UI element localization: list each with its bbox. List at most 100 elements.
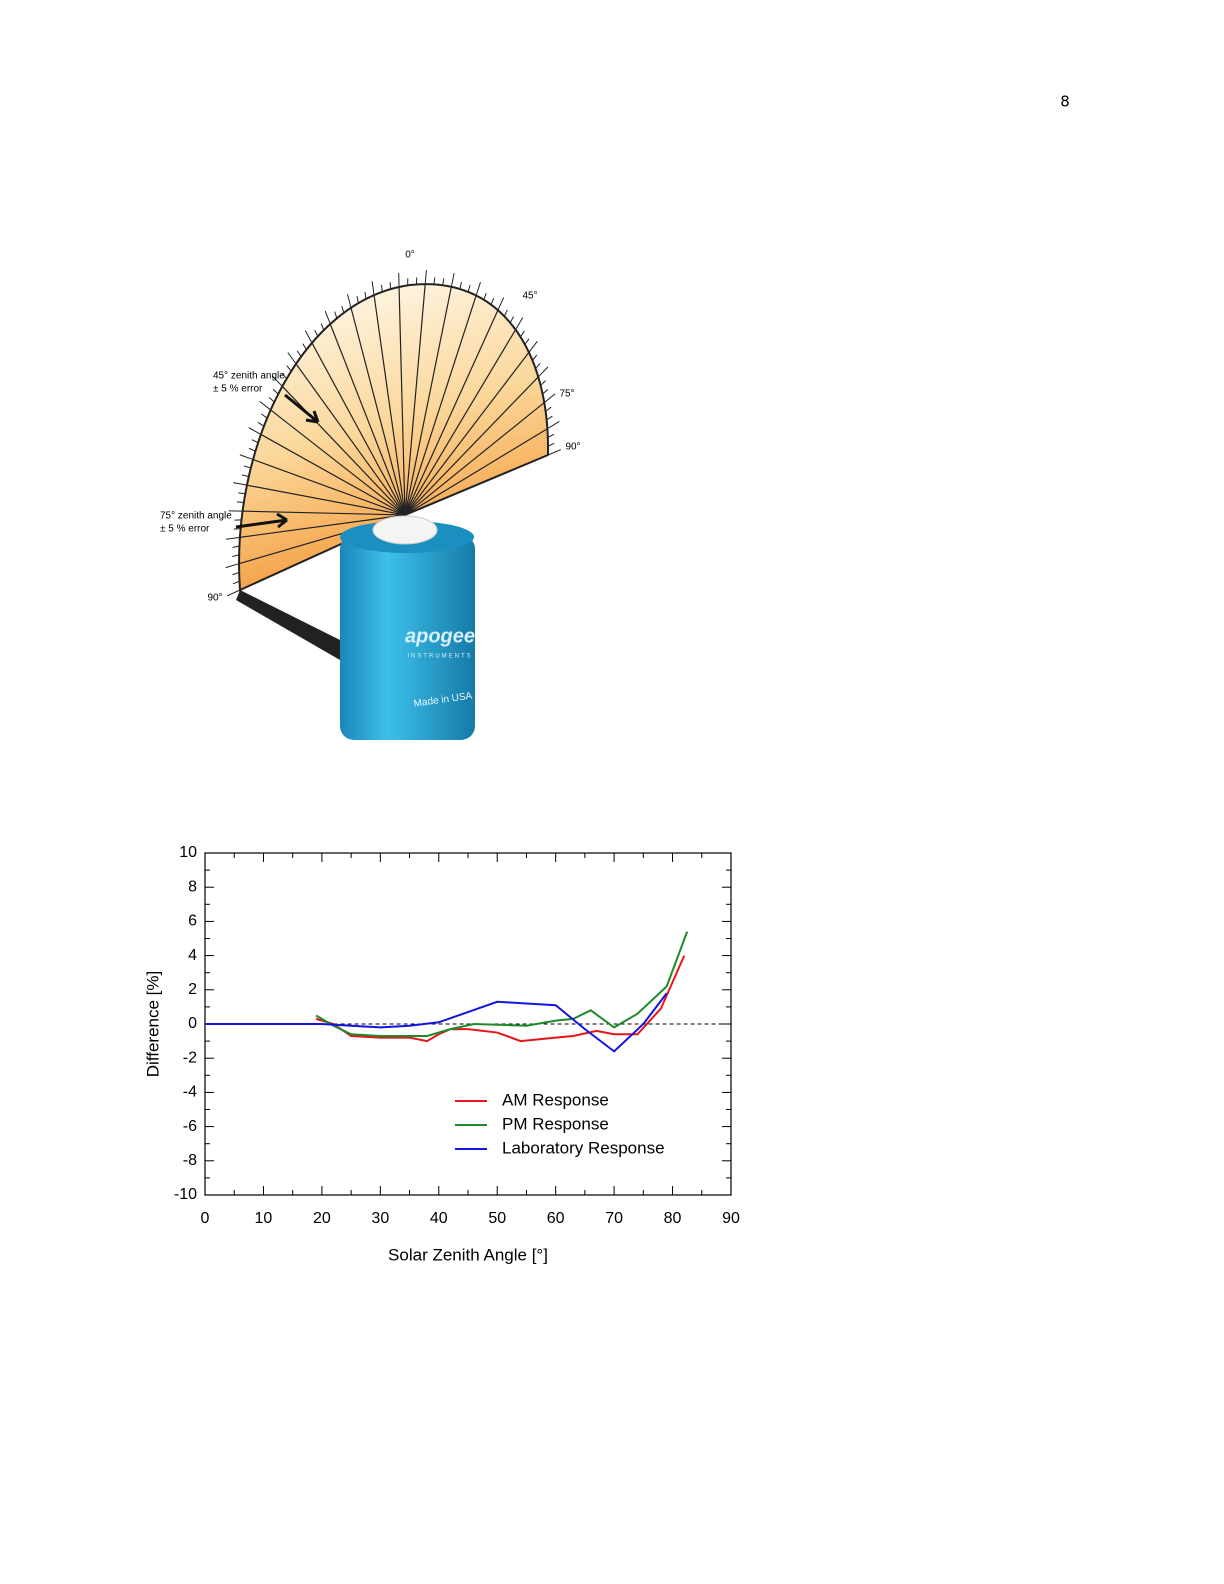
scale-tick [233, 528, 241, 530]
scale-tick [261, 413, 268, 419]
scale-tick [320, 323, 325, 331]
scale-tick [545, 406, 552, 412]
x-tick-label: 50 [488, 1210, 506, 1227]
x-tick-label: 10 [255, 1210, 273, 1227]
y-tick-label: -8 [183, 1152, 197, 1169]
scale-tick [225, 563, 240, 569]
scale-tick [251, 439, 259, 444]
scale-tick [543, 393, 556, 403]
callout-title: 75° zenith angle [160, 511, 232, 522]
scale-tick [442, 278, 445, 286]
scale-tick [540, 380, 547, 386]
data-line [205, 992, 668, 1053]
y-axis-label: Difference [%] [143, 971, 162, 1077]
scale-tick [467, 285, 471, 293]
scale-tick [232, 554, 240, 558]
scale-tick [528, 340, 538, 353]
scale-tick [227, 589, 241, 597]
scale-tick [302, 343, 307, 350]
x-tick-label: 40 [430, 1210, 448, 1227]
data-line [315, 955, 686, 1043]
scale-tick [381, 284, 383, 292]
scale-tick [459, 282, 462, 290]
spoke [404, 284, 426, 516]
scale-tick [232, 545, 240, 548]
scale-tick [232, 580, 240, 585]
angle-label: 45° [522, 291, 537, 302]
scale-tick [356, 296, 359, 304]
brand: apogee [405, 625, 475, 647]
angle-label: 0° [405, 250, 415, 261]
scale-tick [547, 433, 555, 438]
x-tick-label: 20 [313, 1210, 331, 1227]
scale-tick [515, 317, 524, 330]
cable [236, 590, 340, 660]
scale-tick [475, 282, 481, 296]
spoke [398, 286, 406, 516]
scale-tick [483, 293, 487, 300]
y-tick-label: 8 [188, 878, 197, 895]
callout-note: ± 5 % error [213, 384, 263, 395]
scale-tick [524, 338, 530, 345]
sensor-illustration: apogee INSTRUMENTS Made in USA 0° 45° 75… [160, 250, 581, 740]
scale-tick [537, 366, 549, 378]
arrow [284, 393, 320, 424]
scale-tick [296, 350, 302, 357]
scale-tick [324, 310, 331, 325]
angle-label: 75° [559, 389, 574, 400]
spoke [373, 295, 406, 516]
diffuser [372, 515, 438, 545]
scale-tick [364, 291, 367, 299]
spoke [404, 295, 477, 516]
x-axis-label: Solar Zenith Angle [°] [388, 1245, 548, 1264]
scale-tick [520, 330, 525, 338]
legend-label: AM Response [502, 1090, 609, 1109]
scale-tick [241, 474, 249, 478]
x-tick-label: 30 [371, 1210, 389, 1227]
angle-label: 90° [207, 593, 222, 604]
scale-tick [535, 363, 541, 369]
scale-tick [238, 492, 246, 495]
spoke [404, 428, 548, 516]
scale-tick [243, 465, 251, 469]
scale-tick [509, 316, 514, 323]
scale-tick [232, 571, 240, 576]
scale-tick [503, 309, 508, 317]
y-tick-label: 0 [188, 1015, 197, 1032]
y-tick-label: -2 [183, 1049, 197, 1066]
scale-tick [490, 298, 495, 305]
spoke [404, 402, 545, 516]
callout-title: 45° zenith angle [213, 371, 285, 382]
scale-tick [546, 415, 553, 421]
scale-tick [259, 400, 271, 411]
scale-tick [547, 449, 562, 456]
scale-tick [225, 536, 240, 540]
spoke [295, 363, 406, 516]
page-number: 8 [1060, 93, 1070, 111]
spoke [404, 286, 452, 516]
spoke [329, 323, 406, 516]
chart: Difference [%] Solar Zenith Angle [°] 0 1… [143, 844, 740, 1264]
scale-tick [424, 270, 427, 285]
x-tick-label: 0 [201, 1210, 210, 1227]
scale-tick [248, 427, 262, 435]
scale-tick [272, 388, 279, 395]
data-line [315, 931, 689, 1037]
scale-tick [236, 501, 244, 503]
spoke [242, 510, 406, 516]
x-tick-label: 80 [664, 1210, 682, 1227]
spoke [404, 376, 539, 516]
sensor-body [340, 535, 475, 740]
scale-tick [371, 281, 375, 296]
scale-tick [341, 305, 345, 313]
y-tick-label: 2 [188, 981, 197, 998]
scale-tick [287, 352, 297, 365]
y-tick-label: 6 [188, 913, 197, 930]
scale-tick [314, 329, 319, 337]
y-tick-label: 10 [179, 844, 197, 861]
spoke [404, 454, 549, 516]
scale-tick [547, 421, 560, 430]
x-tick-label: 60 [547, 1210, 565, 1227]
spoke [260, 433, 406, 516]
